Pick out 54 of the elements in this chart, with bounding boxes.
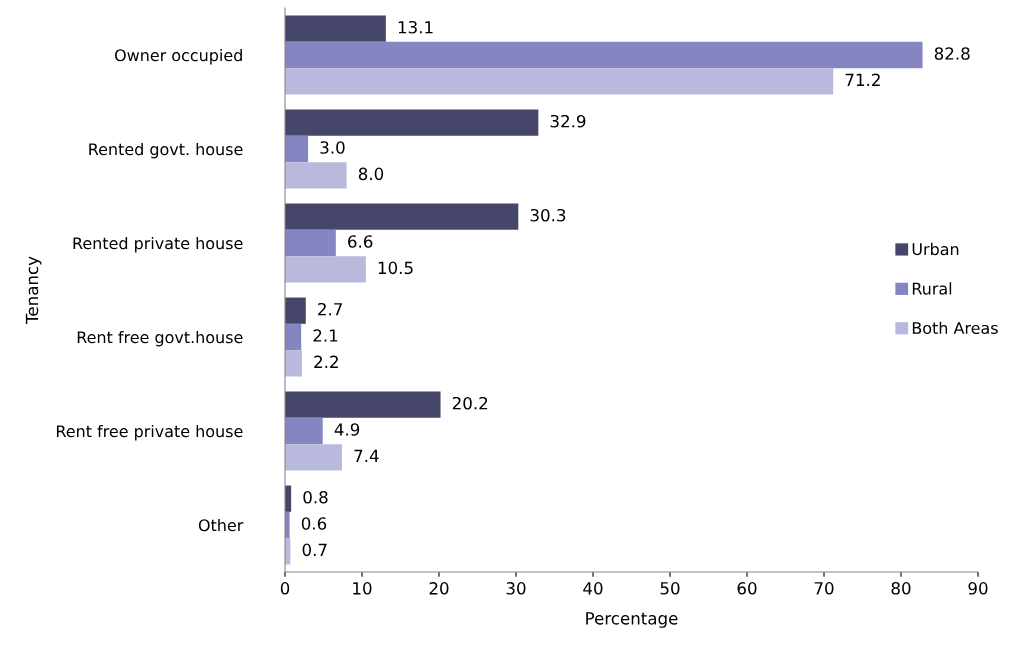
x-tick-label: 60 [737, 582, 757, 595]
y-tick-label: Rent free govt.house [77, 330, 243, 347]
data-label: 7.4 [354, 449, 379, 462]
y-tick-label: Rented private house [73, 236, 243, 253]
bar [285, 391, 441, 418]
data-label: 30.3 [530, 208, 566, 222]
y-tick-label: Rent free private house [56, 424, 243, 441]
x-tick-label: 80 [891, 582, 911, 595]
data-label: 32.9 [550, 114, 586, 128]
x-tick-label: 40 [583, 582, 603, 595]
data-label: 82.8 [934, 47, 970, 60]
legend-label: Both Areas [912, 321, 998, 335]
y-axis-title: Tenancy [25, 256, 42, 325]
x-tick-label: 70 [814, 582, 834, 595]
y-tick-label: Other [198, 518, 244, 532]
x-tick-label: 50 [660, 582, 680, 595]
bar [285, 417, 323, 445]
data-label: 8.0 [358, 167, 384, 181]
legend-label: Rural [912, 282, 952, 295]
data-label: 0.6 [301, 517, 327, 530]
data-label: 3.0 [320, 141, 345, 154]
data-label: 10.5 [378, 261, 413, 275]
y-tick-label: Rented govt. house [89, 142, 243, 159]
data-label: 71.2 [845, 73, 880, 86]
bar [285, 15, 386, 42]
x-tick-label: 90 [968, 582, 988, 595]
data-label: 13.1 [398, 20, 433, 34]
bar [285, 229, 336, 257]
data-label: 2.7 [318, 302, 342, 316]
bar [285, 256, 366, 283]
data-label: 0.7 [302, 543, 327, 557]
data-label: 2.1 [313, 329, 338, 342]
data-label: 0.8 [303, 490, 328, 504]
x-tick-label: 10 [353, 582, 372, 595]
bar [285, 109, 539, 136]
data-label: 4.9 [334, 423, 360, 436]
bar [285, 162, 347, 189]
data-label: 6.6 [348, 235, 373, 248]
x-tick-label: 0 [280, 582, 290, 595]
y-tick-label: Owner occupied [115, 48, 242, 65]
bar [285, 323, 302, 351]
bar [285, 297, 306, 324]
bar [285, 350, 302, 377]
bar [285, 41, 923, 69]
bar [285, 68, 834, 95]
data-label: 2.2 [314, 355, 338, 368]
data-label: 20.2 [452, 396, 488, 410]
legend-label: Urban [912, 242, 959, 256]
x-axis-title: Percentage [586, 612, 678, 628]
x-tick-label: 20 [429, 582, 449, 595]
x-tick-label: 30 [506, 582, 526, 595]
bar [285, 203, 519, 230]
bar [285, 135, 309, 163]
bar [285, 444, 342, 471]
